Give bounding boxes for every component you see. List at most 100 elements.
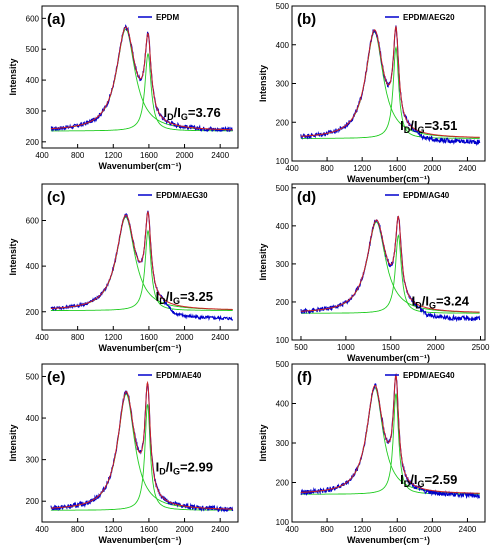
y-tick-label: 100: [276, 518, 290, 527]
y-axis-label: Intensity: [258, 65, 268, 102]
g-band-fit-line: [300, 45, 480, 139]
legend-label: EPDM/AEG40: [403, 371, 455, 380]
x-tick-label: 1600: [140, 525, 158, 534]
panel-3: 500 1000 1500 2000 2500 100 200 300 400 500 Wavenu…: [258, 183, 490, 363]
y-tick-label: 500: [26, 45, 40, 54]
legend-label: EPDM/AEG30: [156, 191, 208, 200]
x-tick-label: 1200: [353, 525, 371, 534]
panel-4: 400 800 1200 1600 2000 2400 200 300 400 500 Wavenu…: [8, 363, 239, 545]
x-axis-label: Wavenumber(cm⁻¹): [99, 535, 182, 545]
y-tick-label: 300: [26, 107, 40, 116]
panel-label: (e): [47, 369, 65, 386]
y-tick-label: 200: [26, 308, 40, 317]
y-tick-label: 300: [276, 80, 290, 89]
x-tick-label: 1600: [140, 151, 158, 160]
y-tick-label: 400: [276, 41, 290, 50]
y-tick-label: 400: [276, 222, 290, 231]
x-axis-label: Wavenumber(cm⁻¹): [347, 353, 430, 363]
legend-label: EPDM/AG40: [403, 191, 450, 200]
x-tick-label: 2400: [211, 333, 229, 342]
x-tick-label: 400: [35, 525, 49, 534]
panel-label: (f): [297, 369, 312, 386]
cumulative-fit-line: [300, 372, 480, 494]
plot-frame: [41, 363, 239, 523]
y-tick-label: 500: [276, 184, 290, 193]
x-tick-label: 1500: [382, 343, 400, 352]
x-tick-label: 2400: [211, 525, 229, 534]
x-tick-label: 400: [285, 164, 299, 173]
cumulative-fit-line: [50, 380, 233, 510]
x-tick-label: 1200: [104, 151, 122, 160]
y-tick-label: 400: [276, 400, 290, 409]
legend-label: EPDM/AE40: [156, 371, 202, 380]
x-tick-label: 800: [71, 525, 85, 534]
cumulative-fit-line: [50, 26, 233, 131]
cumulative-fit-line: [301, 215, 480, 313]
x-tick-label: 2000: [176, 151, 194, 160]
y-tick-label: 500: [276, 2, 290, 11]
panel-5: 400 800 1200 1600 2000 2400 100 200 300 400 500 Wav…: [258, 360, 486, 545]
x-tick-label: 1600: [140, 333, 158, 342]
x-tick-label: 800: [71, 151, 85, 160]
g-band-fit-line: [301, 234, 480, 314]
x-tick-label: 2000: [423, 525, 441, 534]
y-tick-label: 300: [26, 456, 40, 465]
panel-label: (c): [47, 189, 65, 206]
x-axis-label: Wavenumber(cm⁻¹): [347, 535, 430, 545]
x-tick-label: 400: [285, 525, 299, 534]
x-tick-label: 2000: [427, 343, 445, 352]
series-group: [300, 372, 481, 500]
panel-2: 400 800 1200 1600 2000 2400 200 400 600 Wavenumbe…: [8, 183, 239, 353]
g-band-fit-line: [50, 404, 233, 511]
x-tick-label: 400: [35, 333, 49, 342]
y-tick-label: 400: [26, 262, 40, 271]
series-group: [50, 24, 233, 133]
raw-spectrum-line: [50, 382, 234, 513]
y-tick-label: 400: [26, 76, 40, 85]
y-axis-label: Intensity: [8, 424, 18, 461]
x-tick-label: 2400: [211, 151, 229, 160]
y-tick-label: 200: [26, 497, 40, 506]
series-group: [50, 380, 234, 513]
id-ig-ratio-label: ID/IG=3.25: [156, 289, 213, 306]
id-ig-ratio-label: ID/IG=3.76: [164, 105, 221, 122]
x-tick-label: 1000: [337, 343, 355, 352]
id-ig-ratio-label: ID/IG=2.59: [400, 472, 457, 489]
legend-label: EPDM: [156, 13, 179, 22]
y-tick-label: 300: [276, 260, 290, 269]
x-tick-label: 1600: [388, 525, 406, 534]
x-axis-label: Wavenumber(cm⁻¹): [99, 161, 182, 171]
x-tick-label: 2500: [472, 343, 490, 352]
y-tick-label: 100: [276, 157, 290, 166]
y-axis-label: Intensity: [8, 58, 18, 95]
g-band-fit-line: [50, 229, 233, 311]
x-tick-label: 800: [320, 525, 334, 534]
x-tick-label: 800: [320, 164, 334, 173]
y-tick-label: 600: [26, 217, 40, 226]
id-ig-ratio-label: ID/IG=3.24: [412, 294, 470, 311]
y-axis-label: Intensity: [8, 238, 18, 275]
plot-frame: [41, 183, 239, 331]
y-tick-label: 500: [276, 360, 290, 369]
cumulative-fit-line: [50, 210, 233, 310]
id-ig-ratio-label: ID/IG=2.99: [156, 459, 213, 476]
y-tick-label: 100: [276, 336, 290, 345]
g-band-fit-line: [50, 52, 233, 132]
panel-label: (b): [297, 11, 316, 28]
y-tick-label: 200: [276, 479, 290, 488]
x-tick-label: 800: [71, 333, 85, 342]
x-tick-label: 1200: [353, 164, 371, 173]
y-axis-label: Intensity: [258, 424, 268, 461]
x-tick-label: 2000: [176, 525, 194, 534]
y-tick-label: 400: [26, 414, 40, 423]
series-group: [300, 25, 481, 147]
x-tick-label: 2000: [176, 333, 194, 342]
plot-frame: [291, 183, 486, 341]
x-tick-label: 500: [294, 343, 308, 352]
y-tick-label: 300: [276, 439, 290, 448]
x-axis-label: Wavenumber(cm⁻¹): [99, 343, 182, 353]
legend-label: EPDM/AEG20: [403, 13, 455, 22]
panel-0: 400 800 1200 1600 2000 2400 200 300 400 500 600 Wav…: [8, 5, 239, 171]
y-tick-label: 200: [276, 118, 290, 127]
